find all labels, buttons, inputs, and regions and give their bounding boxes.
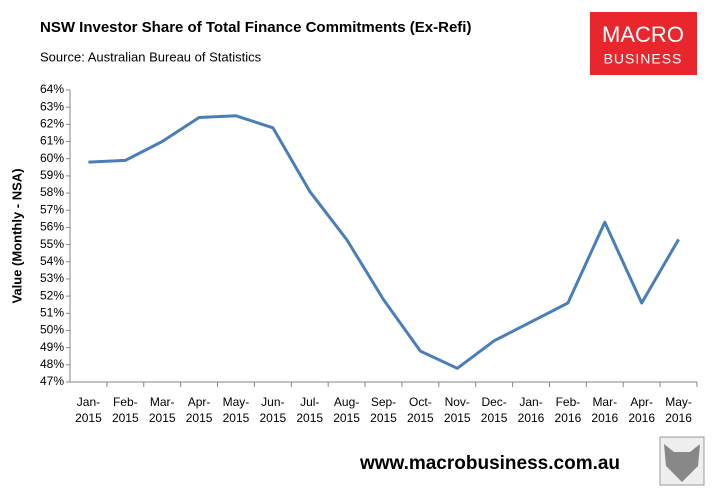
x-tick-label: Mar-2016 [591, 395, 619, 425]
x-tick-label: Oct-2015 [407, 395, 434, 425]
y-tick-label: 55% [40, 237, 64, 251]
x-tick-label: Jun-2015 [259, 395, 287, 425]
chart-title: NSW Investor Share of Total Finance Comm… [40, 19, 471, 36]
y-tick-label: 52% [40, 288, 64, 302]
x-tick-label: Sep-2015 [370, 395, 397, 425]
y-tick-label: 58% [40, 185, 64, 199]
x-tick-label: Nov-2015 [443, 395, 471, 425]
y-tick-label: 60% [40, 151, 64, 165]
x-tick-label: Apr-2016 [628, 395, 656, 425]
x-tick-label: Feb-2015 [111, 395, 139, 425]
wolf-icon [659, 436, 705, 486]
logo-text: MACRO [602, 22, 684, 47]
y-axis-label: Value (Monthly - NSA) [9, 168, 24, 303]
y-tick-label: 48% [40, 357, 64, 371]
x-tick-label: Jul-2015 [296, 395, 324, 425]
y-tick-label: 64% [40, 82, 64, 96]
y-tick-label: 49% [40, 340, 64, 354]
x-tick-label: Dec-2015 [480, 395, 508, 425]
y-tick-label: 50% [40, 323, 64, 337]
x-tick-label: May-2015 [222, 395, 250, 425]
x-tick-label: May-2016 [665, 395, 692, 425]
y-tick-label: 56% [40, 220, 64, 234]
y-tick-label: 51% [40, 305, 64, 319]
y-tick-label: 61% [40, 134, 64, 148]
logo-text: BUSINESS [604, 51, 683, 67]
x-tick-label: Aug-2015 [333, 395, 360, 425]
y-tick-label: 63% [40, 99, 64, 113]
x-tick-label: Jan-2015 [75, 395, 102, 425]
x-tick-label: Apr-2015 [185, 395, 213, 425]
x-tick-label: Feb-2016 [554, 395, 582, 425]
y-tick-label: 53% [40, 271, 64, 285]
y-tick-label: 47% [40, 374, 64, 388]
footer-url: www.macrobusiness.com.au [359, 453, 620, 474]
chart-subtitle: Source: Australian Bureau of Statistics [40, 49, 262, 64]
y-tick-label: 59% [40, 168, 64, 182]
y-tick-label: 54% [40, 254, 64, 268]
logo-box [590, 12, 697, 75]
x-tick-label: Mar-2015 [148, 395, 176, 425]
y-tick-label: 57% [40, 202, 64, 216]
y-tick-label: 62% [40, 117, 64, 131]
x-tick-label: Jan-2016 [517, 395, 545, 425]
data-line [88, 114, 680, 370]
